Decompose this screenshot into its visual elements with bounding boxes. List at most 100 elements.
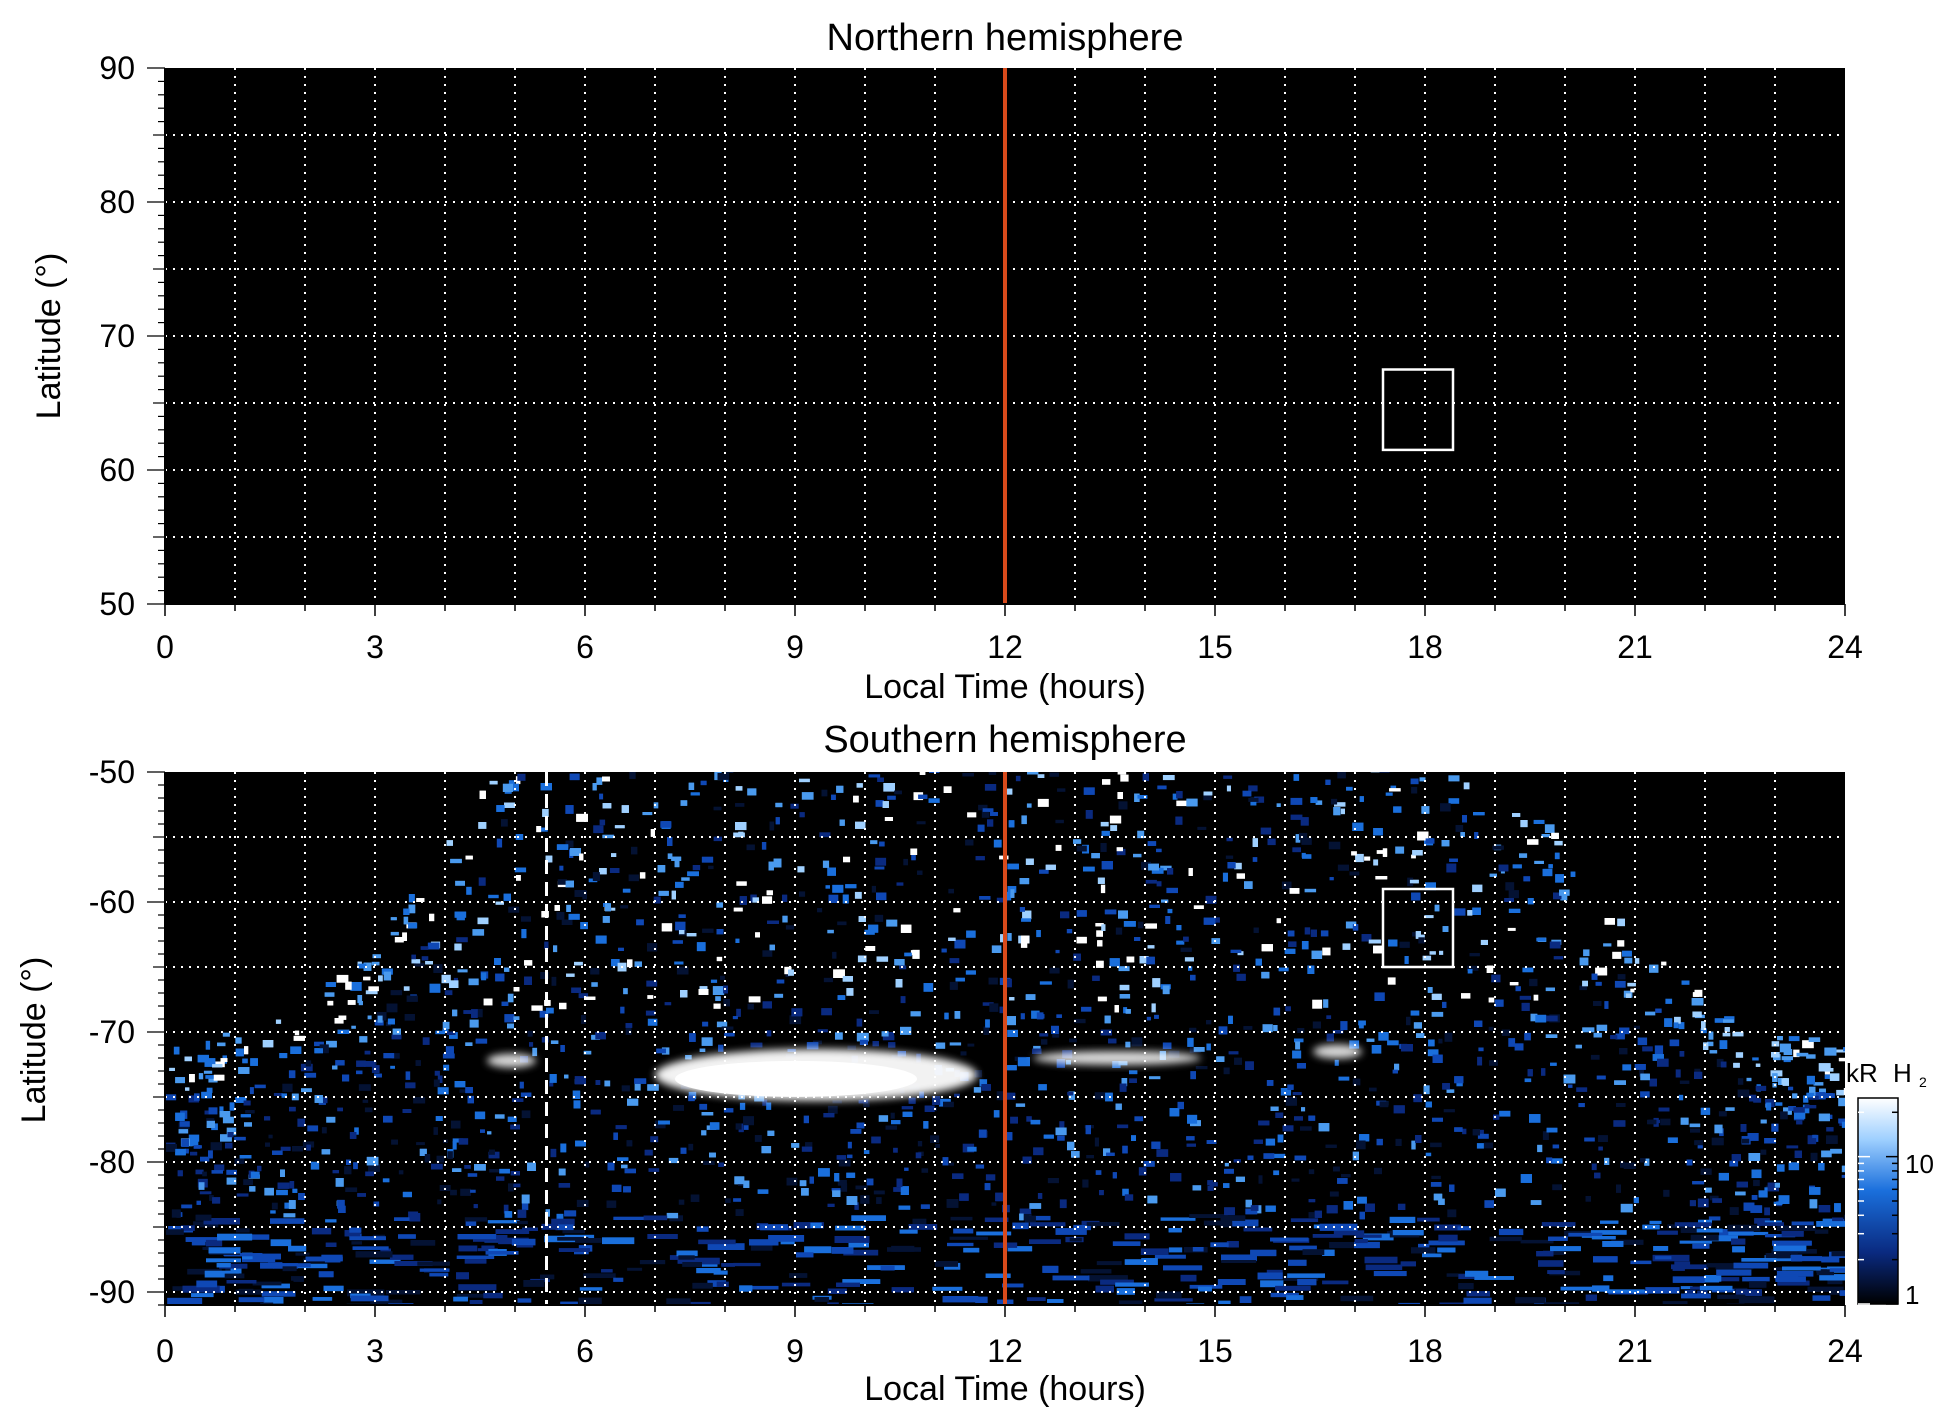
emission-patch xyxy=(1764,1138,1776,1144)
emission-patch xyxy=(1100,1029,1112,1036)
emission-patch xyxy=(1010,889,1015,898)
emission-patch xyxy=(1265,1205,1276,1212)
emission-patch xyxy=(1773,1267,1787,1271)
emission-patch xyxy=(1175,816,1183,825)
emission-patch xyxy=(647,1018,658,1026)
emission-patch xyxy=(960,1051,967,1056)
north-overlays xyxy=(1003,68,1455,604)
emission-patch xyxy=(1123,1007,1128,1014)
emission-patch xyxy=(403,986,410,991)
emission-patch xyxy=(681,1301,711,1305)
emission-patch xyxy=(1124,1233,1150,1240)
emission-patch xyxy=(1277,1134,1284,1143)
emission-patch xyxy=(1519,853,1528,858)
emission-patch xyxy=(457,1234,497,1240)
emission-patch xyxy=(846,1196,858,1205)
emission-patch xyxy=(1786,1145,1799,1149)
emission-patch xyxy=(1156,1291,1182,1299)
emission-patch xyxy=(1733,1262,1769,1269)
emission-patch xyxy=(996,897,1008,903)
emission-patch xyxy=(688,782,695,790)
emission-patch xyxy=(1308,1212,1315,1218)
emission-patch xyxy=(932,1286,963,1291)
emission-patch xyxy=(213,1074,225,1081)
emission-patch xyxy=(1637,1037,1648,1046)
emission-patch xyxy=(282,1266,297,1272)
emission-patch xyxy=(1457,1226,1471,1231)
emission-patch xyxy=(817,908,823,913)
emission-patch xyxy=(837,995,846,1000)
emission-patch xyxy=(200,1156,210,1162)
emission-patch xyxy=(1218,1300,1231,1305)
emission-patch xyxy=(1634,1064,1646,1070)
emission-patch xyxy=(1554,840,1563,846)
emission-patch xyxy=(865,946,876,951)
emission-patch xyxy=(1368,939,1381,944)
x-tick-label: 12 xyxy=(987,629,1023,665)
emission-patch xyxy=(449,980,459,988)
emission-patch xyxy=(1841,1121,1845,1128)
emission-patch xyxy=(1825,1093,1833,1098)
emission-patch xyxy=(1595,981,1602,986)
emission-patch xyxy=(882,801,889,808)
emission-patch xyxy=(370,1299,403,1304)
emission-patch xyxy=(579,853,584,861)
emission-patch xyxy=(1714,1124,1723,1134)
emission-patch xyxy=(991,1202,997,1206)
emission-patch xyxy=(1245,1208,1258,1215)
emission-patch xyxy=(362,1099,369,1103)
emission-patch xyxy=(1669,1039,1680,1047)
emission-patch xyxy=(205,1239,223,1247)
emission-patch xyxy=(850,1129,862,1134)
emission-patch xyxy=(733,1262,761,1267)
emission-patch xyxy=(242,1058,248,1064)
emission-patch xyxy=(838,1159,851,1167)
emission-patch xyxy=(885,1125,897,1130)
emission-patch xyxy=(391,1053,400,1059)
emission-patch xyxy=(1783,1107,1792,1115)
emission-patch xyxy=(1253,1139,1263,1144)
emission-patch xyxy=(507,1116,517,1122)
emission-patch xyxy=(1170,1173,1182,1182)
emission-patch xyxy=(1394,1063,1400,1071)
emission-patch xyxy=(1655,1008,1662,1013)
emission-patch xyxy=(224,1253,263,1257)
emission-patch xyxy=(1329,1191,1339,1197)
emission-patch xyxy=(720,975,725,980)
emission-patch xyxy=(613,1216,652,1220)
emission-patch xyxy=(1338,1076,1350,1081)
emission-patch xyxy=(265,1142,270,1147)
emission-patch xyxy=(782,894,788,902)
emission-patch xyxy=(1024,1216,1036,1223)
emission-patch xyxy=(1731,1154,1741,1162)
emission-patch xyxy=(949,1236,988,1240)
emission-patch xyxy=(735,1209,744,1216)
emission-patch xyxy=(1365,1203,1375,1212)
emission-patch xyxy=(1073,1224,1091,1231)
emission-patch xyxy=(433,1127,438,1135)
emission-patch xyxy=(195,1169,204,1175)
emission-patch xyxy=(1541,1222,1576,1227)
emission-patch xyxy=(1617,940,1625,947)
emission-patch xyxy=(1119,984,1130,991)
emission-patch xyxy=(1766,1102,1772,1111)
emission-patch xyxy=(1776,1164,1785,1172)
emission-patch xyxy=(775,817,780,825)
emission-patch xyxy=(1233,1159,1241,1163)
emission-patch xyxy=(295,1263,328,1269)
emission-patch xyxy=(205,1075,215,1079)
emission-patch xyxy=(899,1229,918,1234)
emission-patch xyxy=(1630,1260,1652,1265)
emission-patch xyxy=(1365,1264,1403,1271)
emission-patch xyxy=(696,942,706,952)
emission-patch xyxy=(709,1152,716,1158)
emission-patch xyxy=(495,973,505,982)
emission-patch xyxy=(1094,1092,1107,1100)
emission-patch xyxy=(1242,790,1252,797)
emission-patch xyxy=(769,944,775,951)
emission-patch xyxy=(1779,1043,1791,1053)
emission-patch xyxy=(799,891,806,897)
x-tick-label: 3 xyxy=(366,629,384,665)
emission-patch xyxy=(1262,1024,1273,1033)
emission-patch xyxy=(508,1183,514,1192)
